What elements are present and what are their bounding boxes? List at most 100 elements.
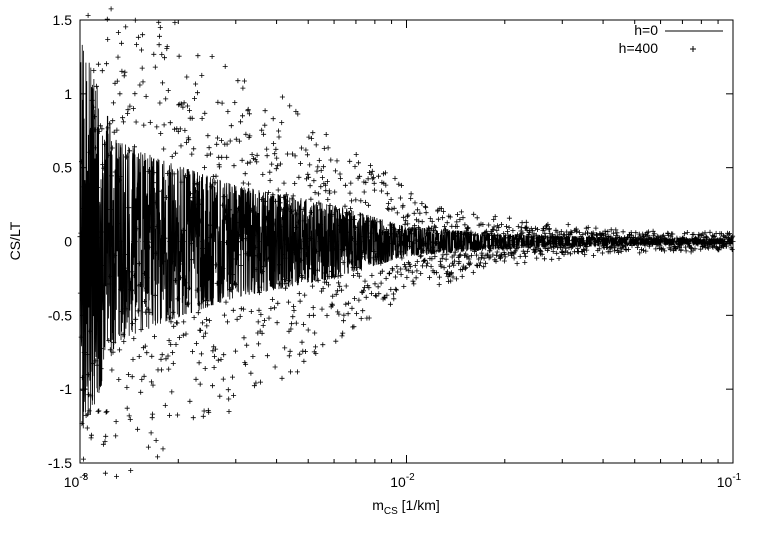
series-h400-marker xyxy=(155,454,161,460)
series-h400-marker xyxy=(408,191,414,197)
series-h400-marker xyxy=(345,311,351,317)
series-h400-marker xyxy=(246,181,252,187)
series-h400-marker xyxy=(114,78,120,84)
series-h400-marker xyxy=(253,267,259,272)
series-h400-marker xyxy=(239,195,245,201)
series-h400-marker xyxy=(258,312,264,318)
series-h400-marker xyxy=(335,309,341,315)
series-h400-marker xyxy=(367,234,373,240)
series-h400-marker xyxy=(522,259,528,265)
x-tick-label: 10-3 xyxy=(64,472,89,490)
series-h400-marker xyxy=(102,470,108,476)
series-h400-marker xyxy=(100,441,106,447)
series-h400-marker xyxy=(462,222,468,228)
series-h400-marker xyxy=(420,248,426,254)
series-h400-marker xyxy=(223,299,229,305)
series-h400-marker xyxy=(143,309,149,315)
series-h400-marker xyxy=(492,214,498,220)
series-h400-marker xyxy=(548,245,554,251)
series-h400-marker xyxy=(362,199,368,205)
series-h400-marker xyxy=(163,96,169,102)
series-h400-marker xyxy=(141,373,147,379)
series-h400-marker xyxy=(114,473,119,479)
series-h400-marker xyxy=(417,210,423,216)
series-h400-marker xyxy=(288,209,294,214)
series-h400-marker xyxy=(397,195,403,201)
series-h400-marker xyxy=(474,215,480,221)
series-h400-marker xyxy=(117,174,123,180)
series-h400-marker xyxy=(340,330,346,336)
series-h400-marker xyxy=(541,240,547,246)
series-h400-marker xyxy=(113,419,119,425)
series-h400-marker xyxy=(275,300,281,306)
series-h400-marker xyxy=(181,319,187,325)
series-h400-marker xyxy=(153,200,159,206)
series-h400-marker xyxy=(341,216,347,222)
series-h400-points xyxy=(77,6,736,479)
series-h400-marker xyxy=(489,236,495,242)
series-h400-marker xyxy=(164,44,170,50)
series-h400-marker xyxy=(260,269,265,275)
series-h400-marker xyxy=(599,250,605,256)
series-h400-marker xyxy=(260,322,266,328)
series-h400-marker xyxy=(339,333,345,339)
series-h400-marker xyxy=(411,210,417,216)
series-h400-marker xyxy=(314,248,320,254)
series-h400-marker xyxy=(168,341,174,347)
series-h400-marker xyxy=(223,215,229,221)
series-h400-marker xyxy=(204,152,210,158)
series-h400-marker xyxy=(180,261,186,267)
series-h400-marker xyxy=(126,205,132,211)
series-h400-marker xyxy=(340,260,346,266)
series-h400-marker xyxy=(219,100,225,106)
series-h400-marker xyxy=(316,191,321,197)
series-h400-marker xyxy=(230,271,236,277)
series-h400-marker xyxy=(84,352,90,358)
series-h400-marker xyxy=(283,285,288,291)
y-tick-label: 0 xyxy=(64,234,72,250)
series-h400-marker xyxy=(396,181,402,187)
series-h400-marker xyxy=(580,232,586,237)
series-h400-marker xyxy=(311,178,317,184)
series-h400-marker xyxy=(167,412,172,418)
series-h400-marker xyxy=(344,217,350,223)
series-h400-marker xyxy=(556,256,562,261)
series-h400-marker xyxy=(214,141,220,147)
series-h400-marker xyxy=(646,229,651,235)
series-h400-marker xyxy=(700,231,706,237)
series-h400-marker xyxy=(153,437,159,443)
series-h400-marker xyxy=(462,266,468,272)
series-h400-marker xyxy=(554,250,560,256)
series-h400-marker xyxy=(129,288,134,294)
series-h400-marker xyxy=(366,285,372,291)
series-h400-marker xyxy=(370,255,376,261)
series-h400-marker xyxy=(378,260,384,266)
series-h400-marker xyxy=(471,241,477,247)
series-h400-marker xyxy=(506,215,512,221)
series-h400-marker xyxy=(135,308,141,314)
series-h400-marker xyxy=(99,68,105,74)
series-h400-marker xyxy=(402,262,408,267)
series-h400-marker xyxy=(637,250,643,256)
series-h400-marker xyxy=(104,16,110,22)
series-h400-marker xyxy=(171,323,177,329)
series-h400-marker xyxy=(348,180,354,186)
series-h400-marker xyxy=(198,218,204,224)
series-h400-marker xyxy=(110,349,116,355)
series-h400-marker xyxy=(277,200,283,206)
series-h400-marker xyxy=(147,119,153,125)
series-h400-marker xyxy=(134,196,140,202)
series-h400-marker xyxy=(582,252,588,258)
series-h400-marker xyxy=(404,213,410,219)
series-h400-marker xyxy=(113,433,119,439)
series-h400-marker xyxy=(266,315,272,321)
series-h400-marker xyxy=(347,158,353,164)
series-h400-marker xyxy=(202,110,208,116)
series-h400-marker xyxy=(493,242,499,248)
series-h400-marker xyxy=(478,260,484,266)
series-h400-marker xyxy=(178,143,184,149)
series-h400-marker xyxy=(147,309,153,315)
series-h400-marker xyxy=(241,335,247,341)
series-h400-marker xyxy=(134,42,139,48)
series-h400-marker xyxy=(87,283,93,289)
